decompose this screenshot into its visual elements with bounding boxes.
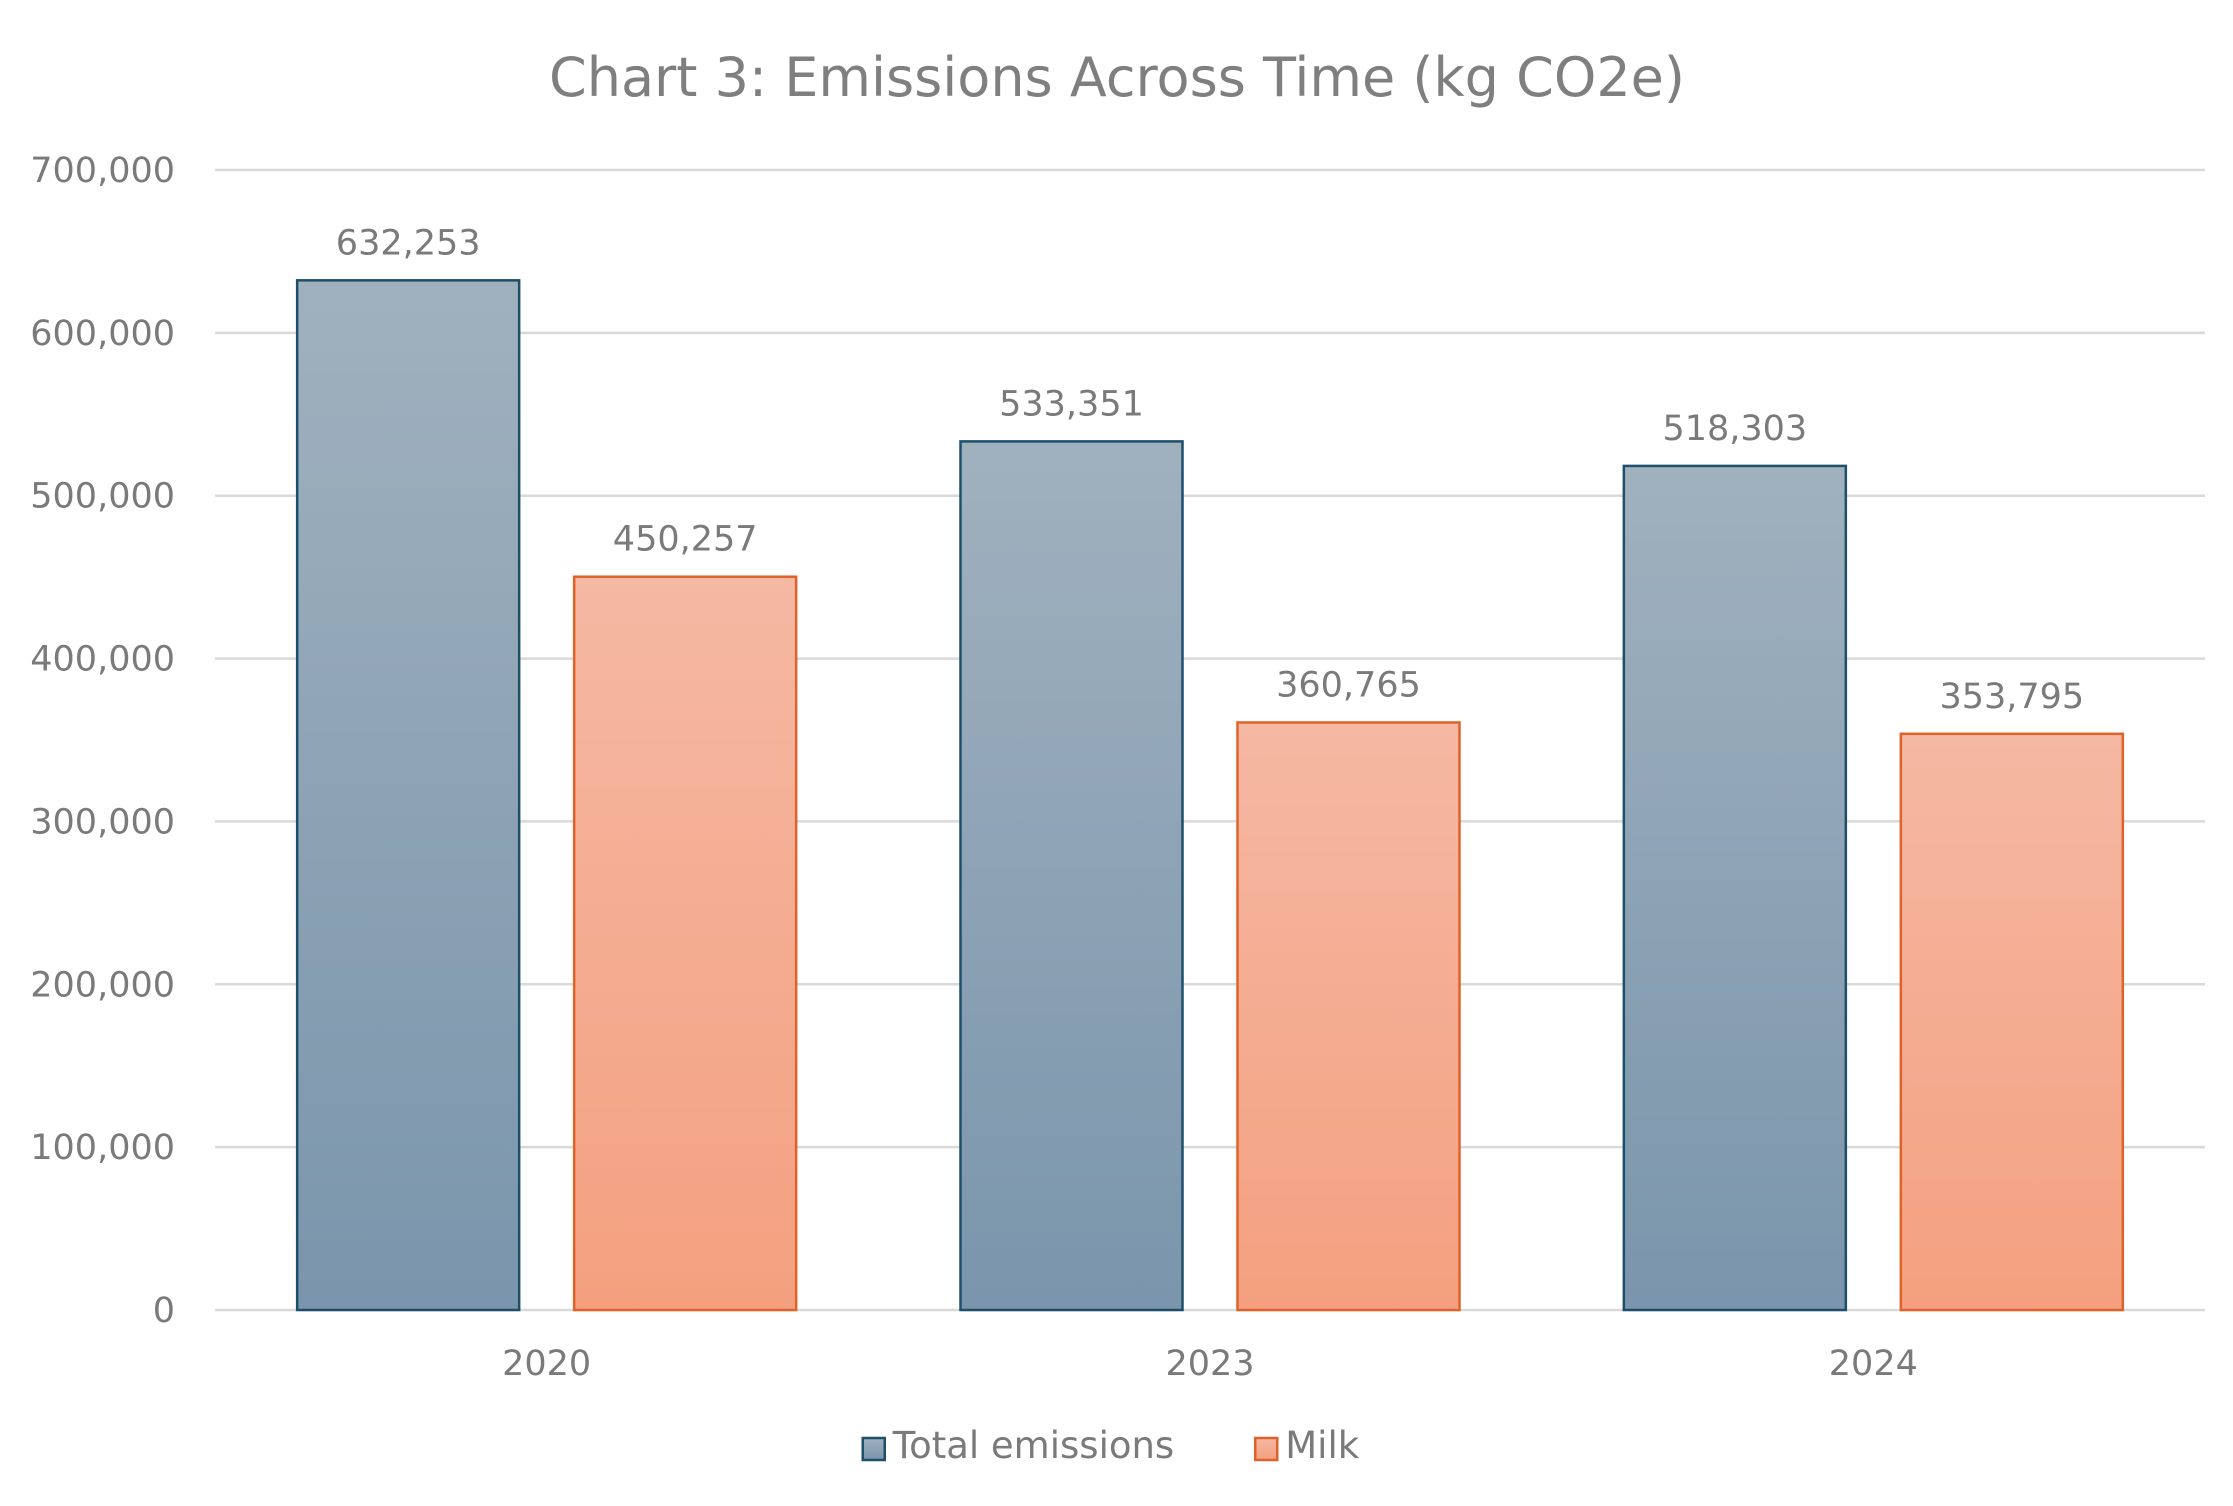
y-tick-label: 700,000 xyxy=(30,151,175,191)
data-label: 518,303 xyxy=(1662,409,1807,449)
data-label: 533,351 xyxy=(999,384,1144,424)
x-axis-tick-labels: 2020 2023 2024 xyxy=(502,1344,1918,1384)
data-label: 360,765 xyxy=(1276,665,1421,705)
bar-total-emissions-2020 xyxy=(295,279,521,1312)
bar-total-emissions-2024 xyxy=(1622,464,1848,1312)
bar-total-emissions-2023 xyxy=(959,440,1184,1312)
x-tick-label: 2023 xyxy=(1165,1344,1254,1384)
chart-title: Chart 3: Emissions Across Time (kg CO2e) xyxy=(549,46,1685,109)
legend-label: Total emissions xyxy=(892,1424,1174,1467)
data-label: 450,257 xyxy=(613,520,758,560)
bar-milk-2024 xyxy=(1899,732,2125,1312)
y-tick-label: 600,000 xyxy=(30,314,175,354)
bar-milk-2023 xyxy=(1236,721,1461,1312)
y-axis-tick-labels: 0 100,000 200,000 300,000 400,000 500,000 600,… xyxy=(30,151,175,1331)
data-labels: 632,253 450,257 533,351 360,765 518,303 353,7… xyxy=(336,223,2084,716)
bars xyxy=(295,279,2125,1312)
y-tick-label: 500,000 xyxy=(30,477,175,517)
data-label: 353,795 xyxy=(1939,677,2084,717)
gridlines xyxy=(215,168,2205,1312)
x-tick-label: 2024 xyxy=(1829,1344,1918,1384)
y-tick-label: 400,000 xyxy=(30,640,175,680)
y-tick-label: 0 xyxy=(153,1291,175,1331)
legend: Total emissions Milk xyxy=(861,1424,1360,1467)
data-label: 632,253 xyxy=(336,223,481,263)
x-tick-label: 2020 xyxy=(502,1344,591,1384)
y-tick-label: 300,000 xyxy=(30,802,175,842)
legend-label: Milk xyxy=(1285,1424,1359,1467)
legend-swatch xyxy=(861,1436,886,1462)
legend-swatch xyxy=(1254,1436,1279,1462)
y-tick-label: 100,000 xyxy=(30,1128,175,1168)
y-tick-label: 200,000 xyxy=(30,965,175,1005)
bar-milk-2020 xyxy=(572,575,798,1312)
